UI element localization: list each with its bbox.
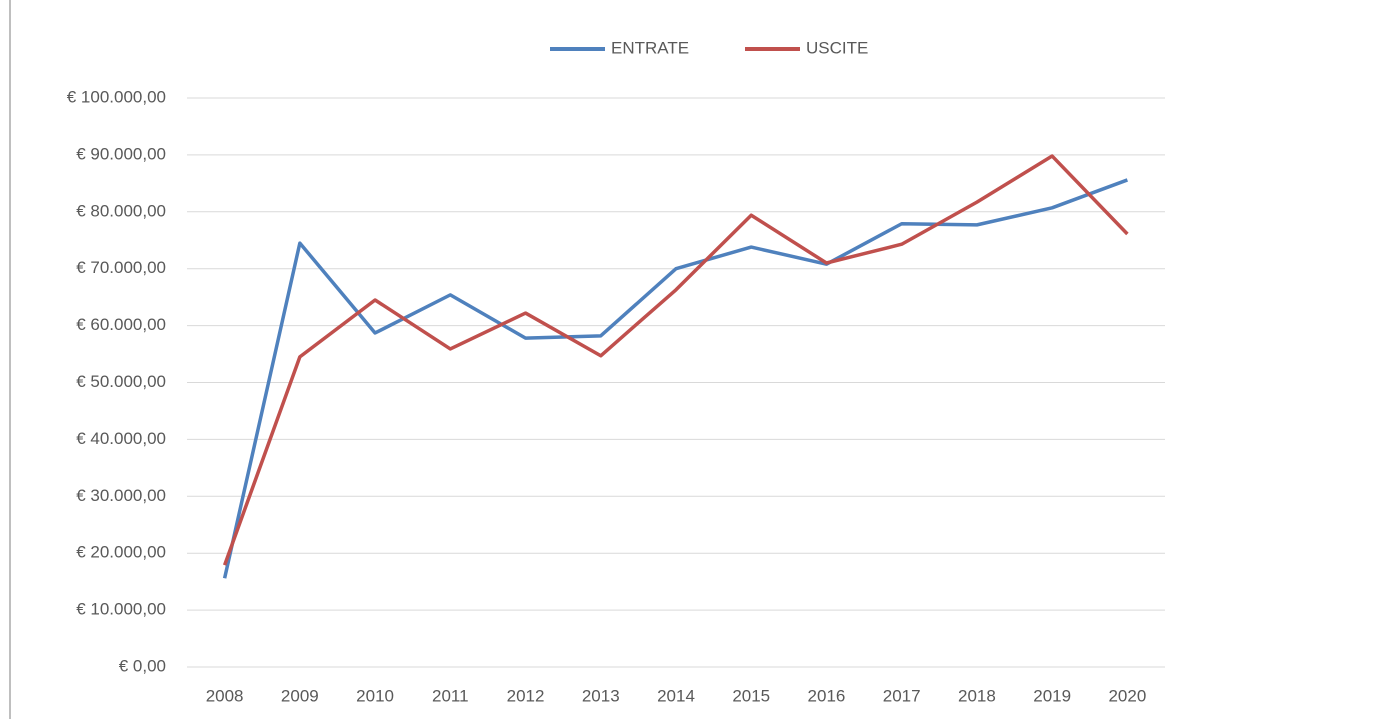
- x-tick-label: 2011: [432, 686, 469, 705]
- x-tick-label: 2013: [582, 686, 620, 705]
- y-tick-label: € 60.000,00: [76, 315, 166, 334]
- x-tick-label: 2008: [206, 686, 244, 705]
- legend-label: ENTRATE: [611, 38, 689, 57]
- y-tick-label: € 90.000,00: [76, 144, 166, 163]
- y-tick-label: € 0,00: [119, 656, 166, 675]
- series-line: [222, 178, 1128, 579]
- y-tick-label: € 50.000,00: [76, 372, 166, 391]
- y-tick-label: € 40.000,00: [76, 429, 166, 448]
- y-tick-label: € 10.000,00: [76, 600, 166, 619]
- x-tick-label: 2016: [808, 686, 846, 705]
- y-tick-label: € 70.000,00: [76, 258, 166, 277]
- y-tick-label: € 20.000,00: [76, 543, 166, 562]
- x-tick-label: 2014: [657, 686, 695, 705]
- x-tick-label: 2009: [281, 686, 319, 705]
- legend-label: USCITE: [806, 38, 868, 57]
- x-tick-label: 2012: [507, 686, 545, 705]
- x-tick-label: 2017: [883, 686, 921, 705]
- x-tick-label: 2018: [958, 686, 996, 705]
- x-tick-label: 2010: [356, 686, 394, 705]
- series-line: [222, 154, 1129, 566]
- y-tick-label: € 100.000,00: [67, 87, 166, 106]
- x-tick-label: 2019: [1033, 686, 1071, 705]
- x-tick-label: 2020: [1108, 686, 1146, 705]
- y-tick-label: € 80.000,00: [76, 201, 166, 220]
- x-tick-label: 2015: [732, 686, 770, 705]
- y-tick-label: € 30.000,00: [76, 486, 166, 505]
